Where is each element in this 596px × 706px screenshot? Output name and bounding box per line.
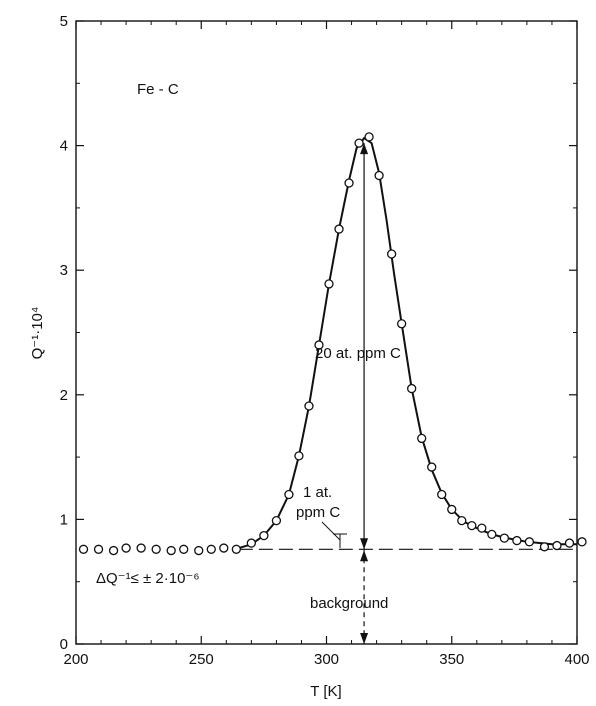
data-point <box>231 544 241 554</box>
x-tick-label: 250 <box>189 651 214 668</box>
data-point <box>447 504 457 515</box>
data-point <box>246 538 257 548</box>
x-axis-title: T [K] <box>310 683 341 700</box>
axis-tick-labels: 200 250 300 350 400 0 1 2 3 4 5 <box>60 13 590 668</box>
peak-label: 20 at. ppm C <box>315 345 401 362</box>
one-ppm-bracket <box>333 533 347 548</box>
data-point <box>304 401 314 411</box>
data-point <box>284 489 294 500</box>
data-point <box>93 544 104 554</box>
data-point <box>364 132 374 142</box>
data-point <box>324 279 334 289</box>
data-point <box>166 545 176 556</box>
data-point <box>294 451 304 461</box>
data-point <box>457 515 467 526</box>
data-point <box>499 533 510 543</box>
data-point <box>417 433 427 444</box>
data-point <box>151 544 161 554</box>
data-point <box>344 178 354 188</box>
data-point <box>354 138 364 148</box>
data-point <box>487 529 497 540</box>
y-tick-label: 5 <box>60 13 68 30</box>
data-point <box>467 520 477 531</box>
fit-curve <box>238 136 577 550</box>
one-ppm-label-line2: ppm C <box>296 504 340 521</box>
one-ppm-leader <box>321 521 341 541</box>
x-tick-label: 300 <box>314 651 339 668</box>
y-tick-label: 3 <box>60 262 68 279</box>
peak-arrow-up <box>360 143 369 155</box>
alloy-label: Fe - C <box>137 81 179 98</box>
peak-marker <box>360 143 369 644</box>
data-point <box>437 489 447 500</box>
y-axis-title: Q⁻¹·10⁴ <box>29 307 46 360</box>
data-point <box>396 319 407 329</box>
data-point <box>577 537 587 547</box>
data-point <box>512 535 522 546</box>
x-tick-label: 400 <box>564 651 589 668</box>
data-point <box>219 543 229 553</box>
data-point <box>108 545 119 556</box>
data-point <box>194 545 204 556</box>
background-arrow-up <box>360 550 369 562</box>
x-tick-label: 200 <box>63 651 88 668</box>
data-point <box>386 249 397 259</box>
data-point <box>314 340 324 350</box>
y-tick-label: 2 <box>60 387 68 404</box>
data-point <box>552 540 562 551</box>
background-arrow-down <box>360 633 369 644</box>
data-point <box>78 544 89 554</box>
data-point <box>179 544 189 554</box>
y-tick-label: 1 <box>60 511 68 528</box>
data-point <box>564 538 575 548</box>
x-tick-label: 350 <box>439 651 464 668</box>
data-point <box>259 530 269 541</box>
data-point <box>271 515 282 526</box>
data-points <box>78 132 587 556</box>
background-label: background <box>310 595 388 612</box>
data-point <box>477 523 487 533</box>
y-tick-label: 4 <box>60 138 68 155</box>
peak-arrow-down <box>360 538 369 550</box>
data-point <box>407 383 417 394</box>
data-point <box>539 542 550 552</box>
one-ppm-label-line1: 1 at. <box>303 484 332 501</box>
data-point <box>136 543 146 553</box>
axis-ticks <box>75 20 578 645</box>
error-label: ΔQ⁻¹≤ ± 2·10⁻⁶ <box>96 570 200 587</box>
data-point <box>427 462 437 472</box>
data-point <box>121 543 131 553</box>
data-point <box>334 224 344 234</box>
data-point <box>374 170 384 181</box>
data-point <box>206 544 216 554</box>
data-point <box>524 537 535 547</box>
plot-frame <box>75 20 578 645</box>
y-tick-label: 0 <box>60 636 68 653</box>
